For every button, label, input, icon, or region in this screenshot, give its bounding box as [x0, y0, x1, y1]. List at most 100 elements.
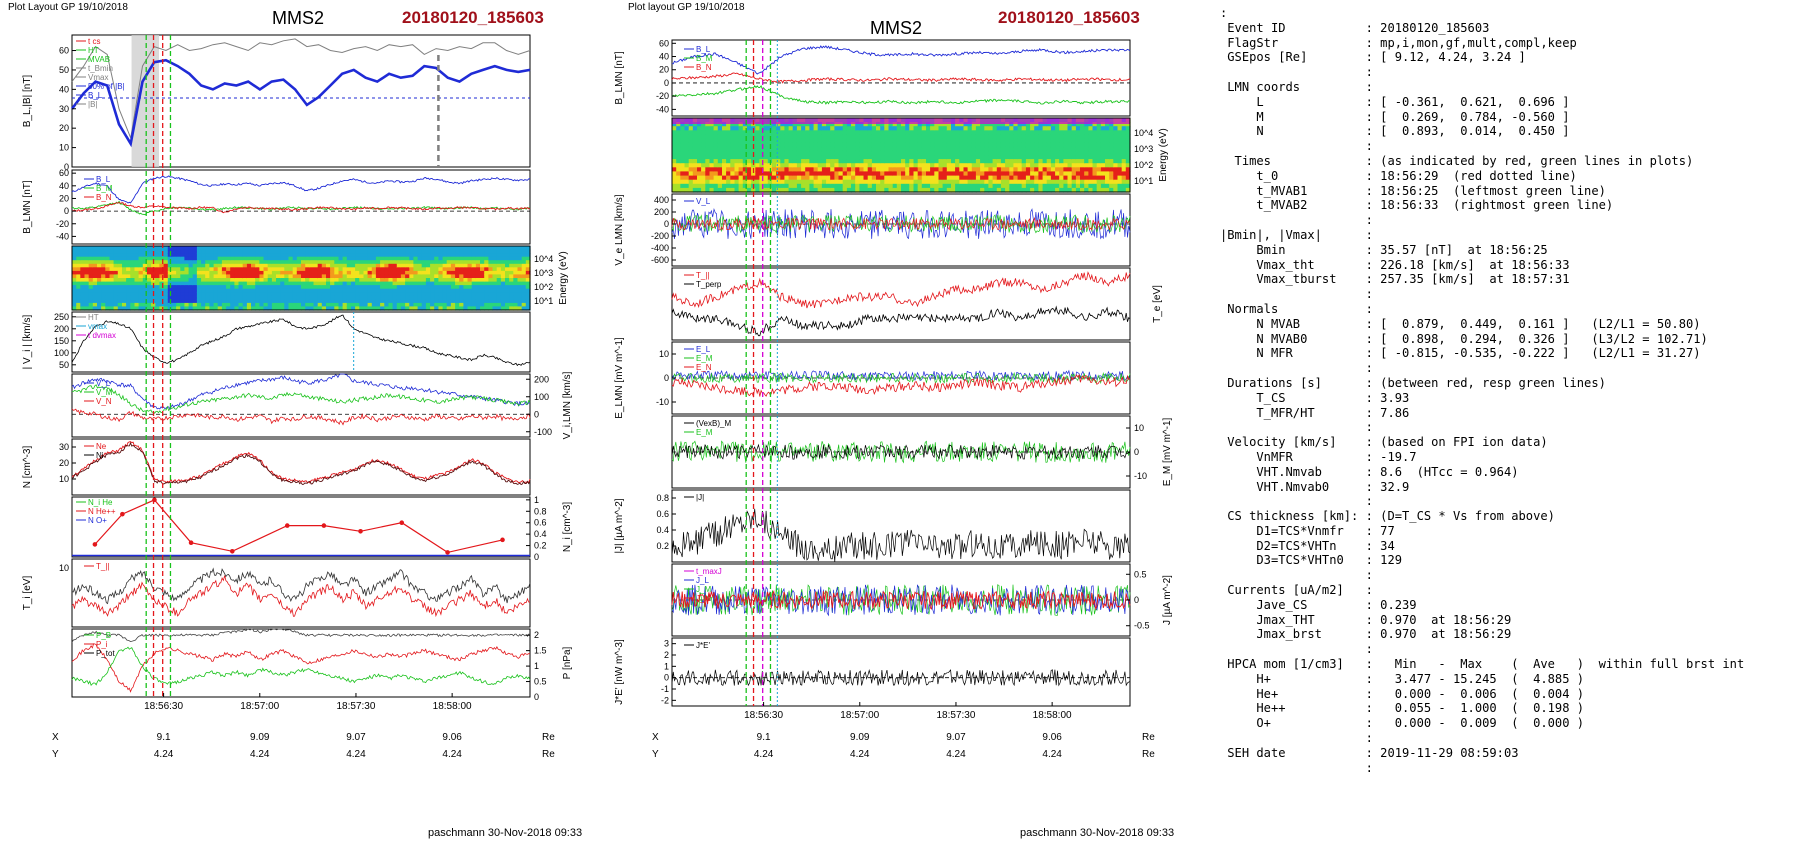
heatmap-cell — [1009, 171, 1015, 177]
heatmap-cell — [280, 281, 285, 286]
heatmap-cell — [284, 249, 290, 254]
heatmap-cell — [984, 167, 990, 172]
heatmap-cell — [84, 260, 90, 265]
heatmap-cell — [196, 253, 202, 258]
heatmap-cell — [851, 122, 856, 127]
heatmap-cell — [80, 292, 86, 297]
heatmap-cell — [713, 138, 719, 144]
heatmap-cell — [921, 134, 927, 140]
heatmap-cell — [463, 285, 469, 290]
heatmap-cell — [930, 187, 935, 193]
energy-tick-label: 10^3 — [534, 268, 553, 278]
heatmap-cell — [955, 183, 960, 189]
heatmap-cell — [1105, 126, 1110, 131]
heatmap-cell — [805, 163, 810, 168]
heatmap-cell — [734, 167, 740, 172]
heatmap-cell — [688, 167, 694, 172]
heatmap-cell — [205, 256, 210, 261]
heatmap-cell — [859, 146, 865, 152]
heatmap-cell — [184, 274, 190, 279]
heatmap-cell — [1030, 146, 1035, 152]
heatmap-cell — [980, 187, 985, 193]
blmn-B_N-line — [71, 202, 531, 214]
heatmap-cell — [971, 142, 977, 148]
heatmap-cell — [296, 278, 302, 283]
heatmap-cell — [396, 256, 402, 261]
heatmap-cell — [821, 146, 827, 152]
heatmap-cell — [946, 183, 952, 189]
heatmap-cell — [80, 274, 86, 279]
heatmap-cell — [371, 260, 377, 265]
heatmap-cell — [513, 253, 519, 258]
heatmap-cell — [771, 122, 777, 127]
heatmap-cell — [263, 302, 269, 308]
heatmap-cell — [292, 295, 298, 300]
heatmap-cell — [117, 260, 123, 265]
heatmap-cell — [1100, 171, 1106, 177]
heatmap-cell — [1084, 130, 1089, 135]
heatmap-cell — [138, 288, 144, 293]
heatmap-cell — [951, 126, 956, 131]
heatmap-cell — [521, 270, 527, 276]
heatmap-cell — [409, 274, 415, 279]
heatmap-cell — [375, 285, 381, 290]
heatmap-cell — [388, 285, 394, 290]
heatmap-cell — [980, 179, 985, 185]
heatmap-cell — [817, 126, 823, 131]
heatmap-cell — [855, 150, 860, 156]
heatmap-cell — [488, 256, 494, 261]
heatmap-cell — [988, 159, 994, 164]
heatmap-cell — [930, 171, 935, 177]
heatmap-cell — [363, 292, 369, 297]
heatmap-cell — [467, 306, 473, 311]
heatmap-cell — [292, 267, 298, 272]
heatmap-cell — [434, 263, 439, 268]
heatmap-cell — [346, 263, 352, 268]
heatmap-cell — [792, 179, 798, 185]
heatmap-cell — [1013, 179, 1019, 185]
heatmap-cell — [263, 253, 269, 258]
heatmap-cell — [813, 175, 819, 181]
heatmap-cell — [1088, 146, 1094, 152]
heatmap-cell — [305, 263, 310, 268]
heatmap-cell — [1055, 142, 1060, 148]
heatmap-cell — [430, 249, 435, 254]
heatmap-cell — [276, 263, 281, 268]
heatmap-cell — [759, 179, 765, 185]
heatmap-cell — [205, 295, 210, 300]
heatmap-cell — [975, 126, 981, 131]
heatmap-cell — [996, 183, 1002, 189]
heatmap-cell — [138, 274, 144, 279]
heatmap-cell — [88, 260, 94, 265]
j-magnitude-line — [671, 508, 1131, 562]
heatmap-cell — [171, 302, 177, 308]
heatmap-cell — [980, 163, 985, 168]
heatmap-cell — [1034, 187, 1039, 193]
heatmap-cell — [230, 281, 235, 286]
heatmap-cell — [338, 292, 344, 297]
heatmap-cell — [413, 306, 419, 311]
heatmap-cell — [184, 288, 190, 293]
heatmap-cell — [851, 163, 856, 168]
heatmap-cell — [192, 249, 198, 254]
heatmap-cell — [334, 299, 340, 304]
heatmap-cell — [122, 256, 127, 261]
heatmap-cell — [367, 302, 373, 308]
heatmap-cell — [697, 163, 702, 168]
heatmap-cell — [417, 281, 423, 286]
y-tick-label: 60 — [659, 38, 669, 48]
heatmap-cell — [92, 302, 98, 308]
heatmap-cell — [1013, 134, 1019, 140]
heatmap-cell — [251, 256, 256, 261]
heatmap-cell — [525, 253, 531, 258]
heatmap-cell — [359, 299, 365, 304]
heatmap-cell — [80, 285, 86, 290]
heatmap-cell — [230, 285, 235, 290]
heatmap-cell — [975, 171, 981, 177]
heatmap-cell — [959, 167, 965, 172]
heatmap-cell — [280, 253, 285, 258]
vilmn-V_N-line — [71, 408, 531, 426]
heatmap-cell — [313, 253, 319, 258]
heatmap-cell — [450, 288, 456, 293]
heatmap-cell — [117, 253, 123, 258]
